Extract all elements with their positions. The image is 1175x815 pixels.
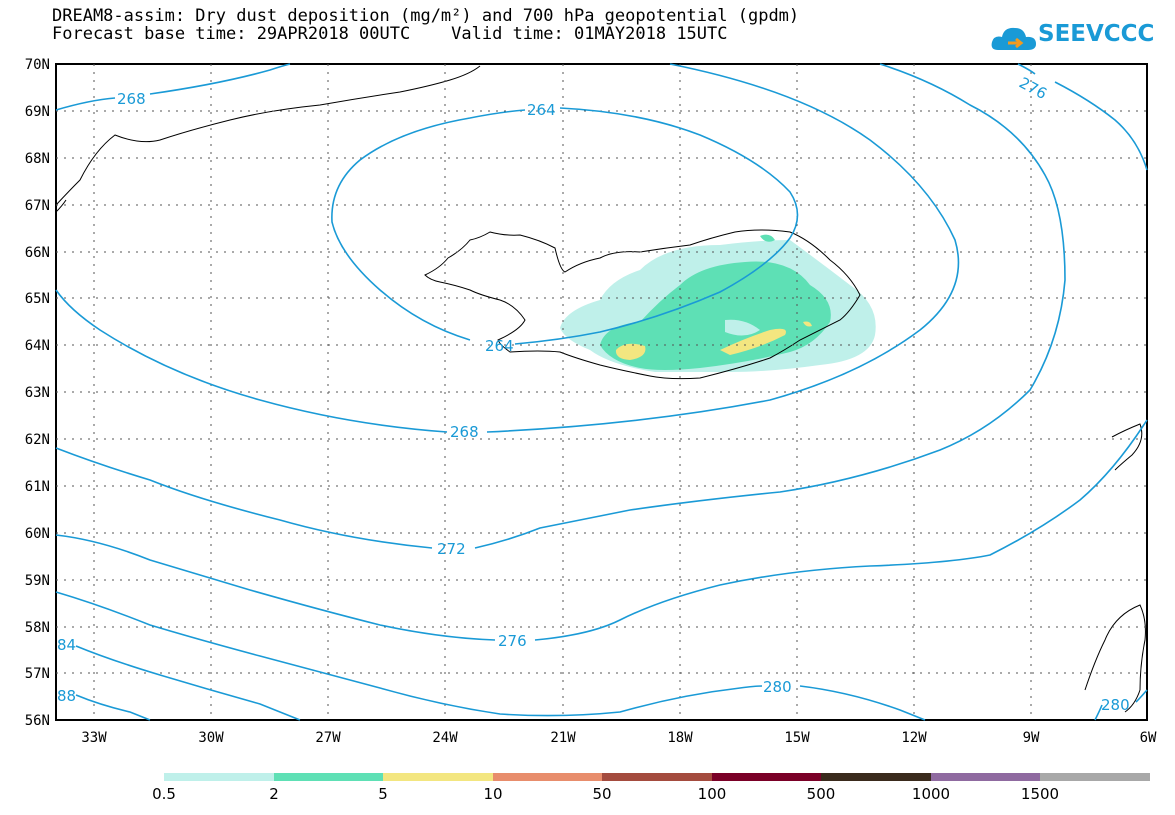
lon-label: 27W [315, 730, 341, 746]
legend-label: 5 [378, 785, 388, 803]
lat-label: 63N [25, 385, 50, 401]
lon-label: 15W [784, 730, 810, 746]
lon-label: 33W [81, 730, 107, 746]
legend-swatch [712, 773, 821, 781]
geopotential-contours [55, 63, 1148, 721]
lon-label: 21W [550, 730, 576, 746]
legend-swatch [274, 773, 383, 781]
contour-label: 84 [57, 636, 76, 654]
lat-label: 60N [25, 526, 50, 542]
legend-swatch [493, 773, 602, 781]
lat-label: 64N [25, 338, 50, 354]
legend-label: 100 [698, 785, 727, 803]
color-legend: 0.5 2 5 10 50 100 500 1000 1500 [152, 773, 1150, 803]
contour-label: 264 [527, 101, 556, 119]
contour-labels: 268 264 276 264 268 272 276 280 84 88 28… [57, 74, 1130, 714]
contour-label: 276 [1016, 74, 1050, 103]
legend-label: 10 [483, 785, 502, 803]
lat-label: 58N [25, 620, 50, 636]
legend-label: 0.5 [152, 785, 176, 803]
lat-label: 59N [25, 573, 50, 589]
legend-label: 2 [269, 785, 279, 803]
latitude-labels: 70N 69N 68N 67N 66N 65N 64N 63N 62N 61N … [25, 57, 50, 729]
legend-swatch [602, 773, 712, 781]
legend-label: 1000 [912, 785, 950, 803]
legend-swatch [1040, 773, 1150, 781]
contour-label: 268 [450, 423, 479, 441]
legend-label: 500 [807, 785, 836, 803]
lon-label: 6W [1140, 730, 1157, 746]
lon-label: 30W [198, 730, 224, 746]
legend-swatch [821, 773, 931, 781]
lat-label: 62N [25, 432, 50, 448]
coastlines [55, 65, 1146, 713]
legend-swatch [383, 773, 493, 781]
lon-label: 24W [432, 730, 458, 746]
lat-label: 56N [25, 713, 50, 729]
lat-label: 65N [25, 291, 50, 307]
lon-label: 9W [1023, 730, 1040, 746]
lon-label: 12W [901, 730, 927, 746]
lat-label: 70N [25, 57, 50, 73]
cloud-logo-icon [991, 27, 1036, 50]
logo-text: SEEVCCC [1038, 21, 1155, 47]
chart-title: DREAM8-assim: Dry dust deposition (mg/m²… [52, 6, 800, 26]
contour-label: 268 [117, 90, 146, 108]
legend-label: 1500 [1021, 785, 1059, 803]
contour-label: 280 [763, 678, 792, 696]
lat-label: 67N [25, 198, 50, 214]
chart-subtitle: Forecast base time: 29APR2018 00UTC Vali… [52, 24, 728, 44]
lat-label: 68N [25, 151, 50, 167]
legend-swatch [164, 773, 274, 781]
lat-label: 66N [25, 245, 50, 261]
graticule [56, 64, 1147, 720]
lat-label: 61N [25, 479, 50, 495]
contour-label: 280 [1101, 696, 1130, 714]
lon-label: 18W [667, 730, 693, 746]
contour-label: 264 [485, 337, 514, 355]
lat-label: 57N [25, 666, 50, 682]
longitude-labels: 33W 30W 27W 24W 21W 18W 15W 12W 9W 6W [81, 730, 1157, 746]
legend-label: 50 [592, 785, 611, 803]
lat-label: 69N [25, 104, 50, 120]
legend-swatch [931, 773, 1040, 781]
contour-label: 88 [57, 687, 76, 705]
contour-label: 272 [437, 540, 466, 558]
contour-label: 276 [498, 632, 527, 650]
